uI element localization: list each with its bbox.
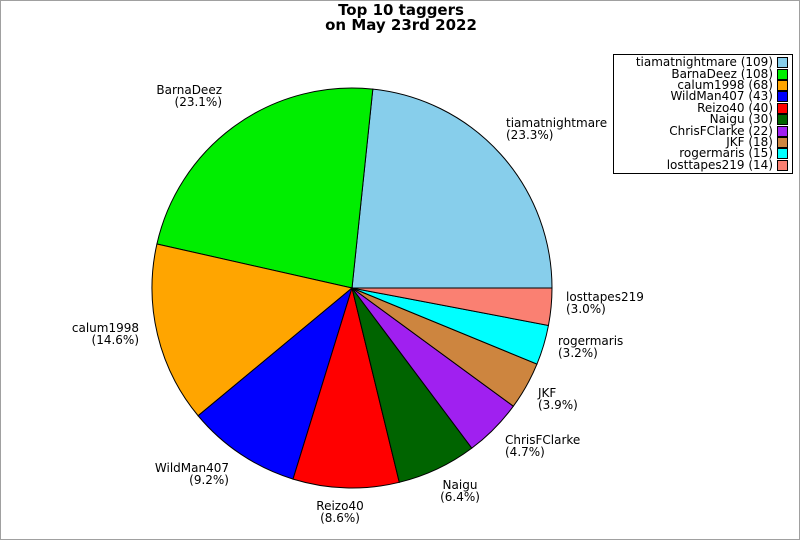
legend-item-label: Reizo40 (40) <box>697 100 773 115</box>
legend: tiamatnightmare (109) BarnaDeez (108) calu… <box>613 54 793 174</box>
pie-slice-WildMan407 <box>197 286 353 480</box>
legend-item-label: JKF (18) <box>726 134 773 149</box>
legend-item-label: ChrisFClarke (22) <box>669 123 773 138</box>
legend-swatch-ChrisFClarke <box>777 125 788 137</box>
pie-slice-BarnaDeez <box>156 87 374 289</box>
legend-item-calum1998: calum1998 (68) <box>616 77 788 92</box>
legend-swatch-BarnaDeez <box>777 68 788 80</box>
legend-swatch-rogermaris <box>777 148 788 160</box>
legend-item-JKF: JKF (18) <box>616 134 788 149</box>
legend-swatch-tiamatnightmare <box>777 57 788 69</box>
legend-swatch-calum1998 <box>777 79 788 91</box>
pie-slice-tiamatnightmare <box>351 88 553 289</box>
legend-item-Reizo40: Reizo40 (40) <box>616 100 788 115</box>
legend-swatch-JKF <box>777 136 788 148</box>
legend-item-label: calum1998 (68) <box>677 77 773 92</box>
pie-slice-losttapes219 <box>351 287 553 327</box>
pie-slice-calum1998 <box>151 243 354 417</box>
legend-swatch-Naigu <box>777 114 788 126</box>
legend-item-ChrisFClarke: ChrisFClarke (22) <box>616 123 788 138</box>
chart-title-line2: on May 23rd 2022 <box>325 16 477 34</box>
legend-item-tiamatnightmare: tiamatnightmare (109) <box>616 55 788 70</box>
chart-title-line1: Top 10 taggers <box>338 1 464 19</box>
legend-item-label: losttapes219 (14) <box>666 157 773 172</box>
chart-title: Top 10 taggers on May 23rd 2022 <box>1 1 799 34</box>
legend-item-label: WildMan407 (43) <box>670 89 773 104</box>
legend-swatch-Reizo40 <box>777 102 788 114</box>
legend-item-BarnaDeez: BarnaDeez (108) <box>616 66 788 81</box>
legend-item-rogermaris: rogermaris (15) <box>616 146 788 161</box>
legend-swatch-WildMan407 <box>777 91 788 103</box>
legend-item-Naigu: Naigu (30) <box>616 112 788 127</box>
legend-item-label: rogermaris (15) <box>679 146 773 161</box>
legend-item-WildMan407: WildMan407 (43) <box>616 89 788 104</box>
legend-item-label: BarnaDeez (108) <box>671 66 773 81</box>
legend-item-label: Naigu (30) <box>709 112 773 127</box>
legend-swatch-losttapes219 <box>777 159 788 171</box>
legend-item-losttapes219: losttapes219 (14) <box>616 157 788 172</box>
pie-slice-Reizo40 <box>292 286 400 489</box>
legend-item-label: tiamatnightmare (109) <box>635 55 773 70</box>
